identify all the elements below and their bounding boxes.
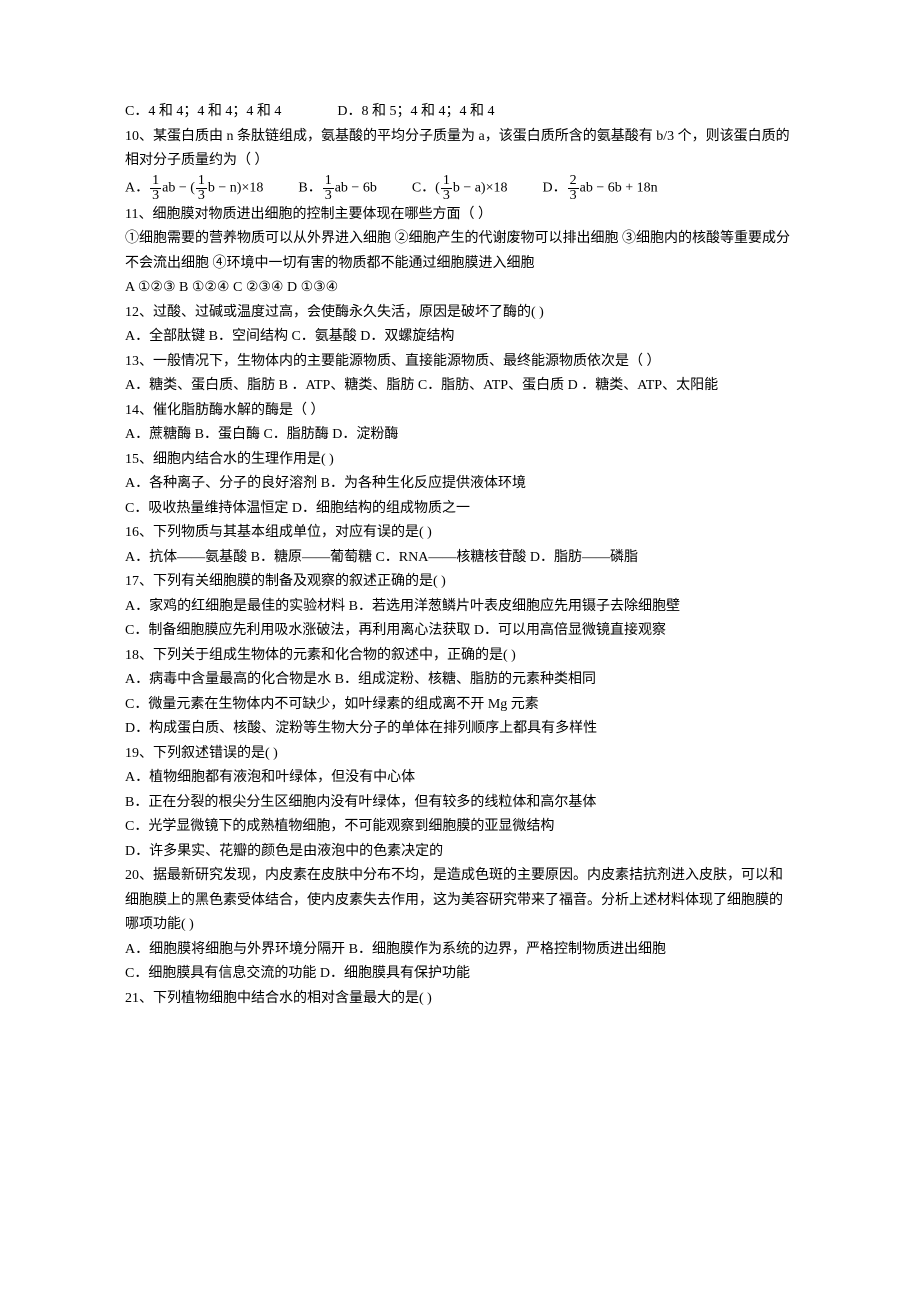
frac-1-3-b: 13 bbox=[196, 174, 207, 203]
q21-stem: 21、下列植物细胞中结合水的相对含量最大的是( ) bbox=[125, 987, 795, 1012]
frac-1-3-d: 13 bbox=[441, 174, 452, 203]
q15-stem: 15、细胞内结合水的生理作用是( ) bbox=[125, 448, 795, 473]
q17-stem: 17、下列有关细胞膜的制备及观察的叙述正确的是( ) bbox=[125, 570, 795, 595]
q10-options: A．13ab − (13b − n)×18B．13ab − 6bC．(13b −… bbox=[125, 174, 795, 203]
q18-c: C．微量元素在生物体内不可缺少，如叶绿素的组成离不开 Mg 元素 bbox=[125, 693, 795, 718]
q9-options: C．4 和 4；4 和 4；4 和 4 D．8 和 5；4 和 4；4 和 4 bbox=[125, 100, 795, 125]
q11-stem: 11、细胞膜对物质进出细胞的控制主要体现在哪些方面（ ） bbox=[125, 203, 795, 228]
q10-B-post: ab − 6b bbox=[335, 180, 377, 195]
q12-options: A．全部肽键 B．空间结构 C．氨基酸 D．双螺旋结构 bbox=[125, 325, 795, 350]
q17-line2: C．制备细胞膜应先利用吸水涨破法，再利用离心法获取 D．可以用高倍显微镜直接观察 bbox=[125, 619, 795, 644]
q12-stem: 12、过酸、过碱或温度过高，会使酶永久失活，原因是破坏了酶的( ) bbox=[125, 301, 795, 326]
q17-line1: A．家鸡的红细胞是最佳的实验材料 B．若选用洋葱鳞片叶表皮细胞应先用镊子去除细胞… bbox=[125, 595, 795, 620]
q16-options: A．抗体——氨基酸 B．糖原——葡萄糖 C．RNA——核糖核苷酸 D．脂肪——磷… bbox=[125, 546, 795, 571]
q20-stem: 20、据最新研究发现，内皮素在皮肤中分布不均，是造成色斑的主要原因。内皮素拮抗剂… bbox=[125, 864, 795, 938]
q9-optD: D．8 和 5；4 和 4；4 和 4 bbox=[337, 104, 494, 119]
q19-d: D．许多果实、花瓣的颜色是由液泡中的色素决定的 bbox=[125, 840, 795, 865]
q10-C-pre: C．( bbox=[412, 180, 440, 195]
q10-D-pre: D． bbox=[542, 180, 566, 195]
q10-A-mid: ab − ( bbox=[162, 180, 195, 195]
q18-a: A．病毒中含量最高的化合物是水 B．组成淀粉、核糖、脂肪的元素种类相同 bbox=[125, 668, 795, 693]
q18-d: D．构成蛋白质、核酸、淀粉等生物大分子的单体在排列顺序上都具有多样性 bbox=[125, 717, 795, 742]
q10-B-pre: B． bbox=[298, 180, 321, 195]
q10-stem: 10、某蛋白质由 n 条肽链组成，氨基酸的平均分子质量为 a，该蛋白质所含的氨基… bbox=[125, 125, 795, 174]
q19-stem: 19、下列叙述错误的是( ) bbox=[125, 742, 795, 767]
q9-optC: C．4 和 4；4 和 4；4 和 4 bbox=[125, 104, 281, 119]
q15-line2: C．吸收热量维持体温恒定 D．细胞结构的组成物质之一 bbox=[125, 497, 795, 522]
q10-A-post: b − n)×18 bbox=[208, 180, 263, 195]
q16-stem: 16、下列物质与其基本组成单位，对应有误的是( ) bbox=[125, 521, 795, 546]
q19-b: B．正在分裂的根尖分生区细胞内没有叶绿体，但有较多的线粒体和高尔基体 bbox=[125, 791, 795, 816]
q14-options: A．蔗糖酶 B．蛋白酶 C．脂肪酶 D．淀粉酶 bbox=[125, 423, 795, 448]
q19-a: A．植物细胞都有液泡和叶绿体，但没有中心体 bbox=[125, 766, 795, 791]
q15-line1: A．各种离子、分子的良好溶剂 B．为各种生化反应提供液体环境 bbox=[125, 472, 795, 497]
frac-1-3-c: 13 bbox=[323, 174, 334, 203]
q20-line1: A．细胞膜将细胞与外界环境分隔开 B．细胞膜作为系统的边界，严格控制物质进出细胞 bbox=[125, 938, 795, 963]
q19-c: C．光学显微镜下的成熟植物细胞，不可能观察到细胞膜的亚显微结构 bbox=[125, 815, 795, 840]
q11-line2: ①细胞需要的营养物质可以从外界进入细胞 ②细胞产生的代谢废物可以排出细胞 ③细胞… bbox=[125, 227, 795, 276]
frac-1-3-a: 13 bbox=[150, 174, 161, 203]
q20-line2: C．细胞膜具有信息交流的功能 D．细胞膜具有保护功能 bbox=[125, 962, 795, 987]
q14-stem: 14、催化脂肪酶水解的酶是（ ） bbox=[125, 399, 795, 424]
frac-2-3: 23 bbox=[568, 174, 579, 203]
q13-options: A．糖类、蛋白质、脂肪 B ．ATP、糖类、脂肪 C．脂肪、ATP、蛋白质 D … bbox=[125, 374, 795, 399]
q10-A-pre: A． bbox=[125, 180, 149, 195]
q18-stem: 18、下列关于组成生物体的元素和化合物的叙述中，正确的是( ) bbox=[125, 644, 795, 669]
q13-stem: 13、一般情况下，生物体内的主要能源物质、直接能源物质、最终能源物质依次是（ ） bbox=[125, 350, 795, 375]
q11-options: A ①②③ B ①②④ C ②③④ D ①③④ bbox=[125, 276, 795, 301]
q10-D-post: ab − 6b + 18n bbox=[580, 180, 658, 195]
q10-C-post: b − a)×18 bbox=[453, 180, 508, 195]
